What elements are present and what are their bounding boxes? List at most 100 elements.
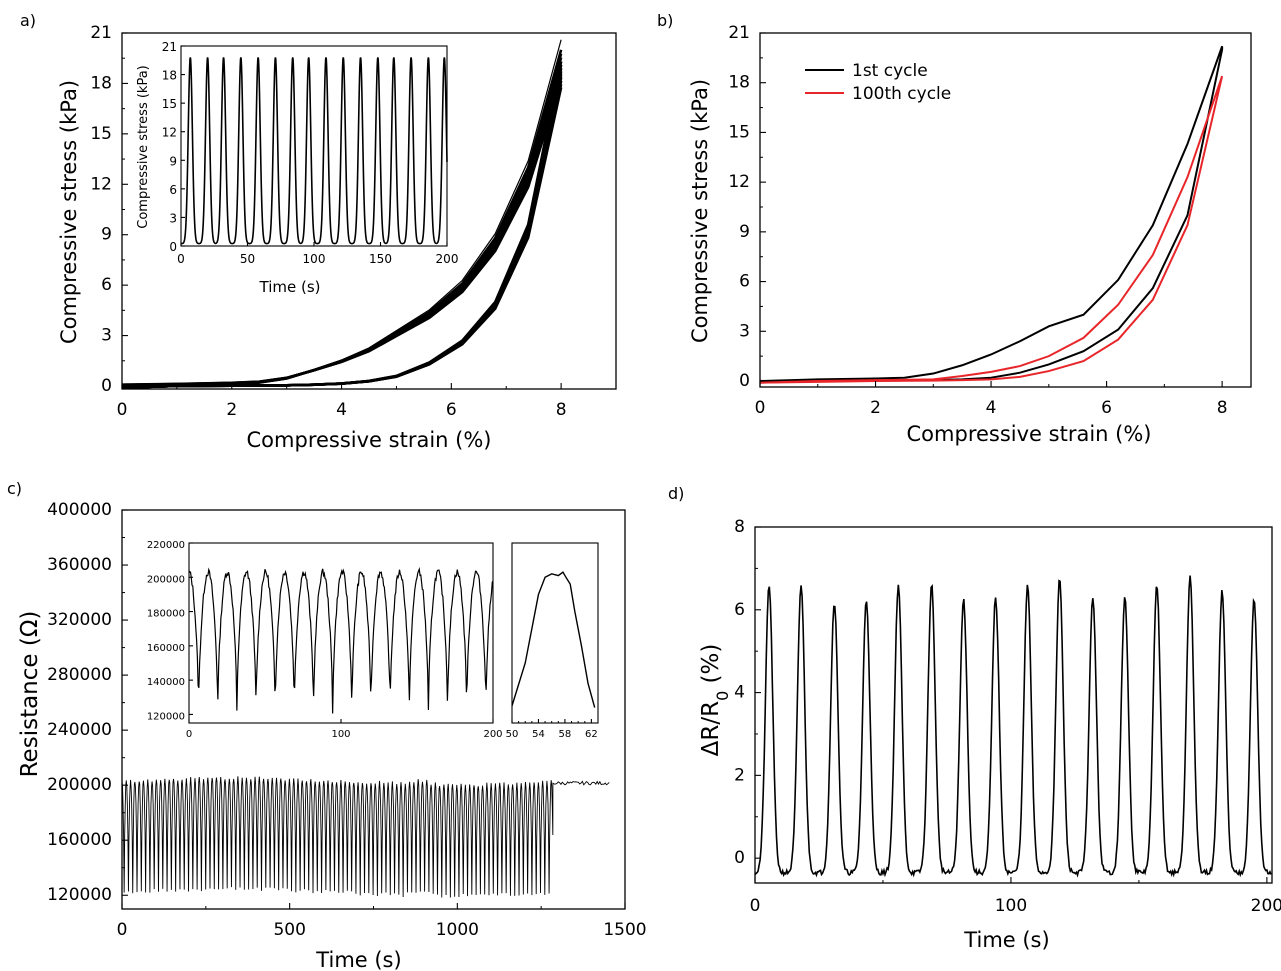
panel-a-y-ticks: 0 3 6 9 12 15 18 21 (90, 23, 128, 396)
panel-c-inset-2-x-tick-label: 54 (532, 729, 545, 740)
panel-c-inset-1-y-tick-label: 160000 (147, 643, 185, 654)
panel-b-frame (759, 32, 1252, 388)
panel-a-inset-x-ticks: 0 50 100 150 200 (177, 242, 458, 266)
panel-a-y-tick-label: 15 (90, 124, 112, 144)
panel-c-inset-2: 50 54 58 62 (506, 542, 599, 740)
panel-a-inset-y-tick-label: 21 (162, 40, 177, 54)
panel-c-y-tick-label: 200000 (47, 775, 112, 795)
panel-b-y-tick-label: 12 (728, 172, 750, 192)
panel-c-y-ticks: 120000 160000 200000 240000 280000 320000 3600… (47, 500, 128, 905)
panel-d-y-ticks: 0 2 4 6 8 (734, 517, 761, 868)
panel-d-x-tick-label: 200 (1251, 896, 1281, 916)
legend-label-100th-cycle: 100th cycle (852, 84, 951, 104)
panel-c-inset-1-x-tick-label: 100 (331, 729, 350, 740)
panel-b-y-tick-label: 15 (728, 122, 750, 142)
panel-a-marks (121, 39, 563, 389)
panel-b-x-tick-label: 0 (755, 398, 766, 418)
panel-c-inset-1-y-tick-label: 220000 (147, 540, 185, 551)
panel-a-y-tick-label: 12 (90, 174, 112, 194)
panel-c-y-tick-label: 280000 (47, 665, 112, 685)
panel-a-x-tick-label: 6 (446, 400, 457, 420)
panel-c-y-tick-label: 320000 (47, 610, 112, 630)
panel-d-marks (754, 575, 1272, 878)
panel-c-inset-1-marks (188, 566, 494, 714)
panel-a-inset-marks (180, 57, 448, 245)
panel-c-marks (121, 776, 610, 898)
panel-c-inset-1-x-ticks: 0 100 200 (186, 719, 503, 740)
panel-a-loading-curve (121, 80, 563, 386)
panel-c-x-tick-label: 0 (117, 920, 128, 940)
panel-d-x-ticks: 0 100 200 (750, 877, 1281, 916)
panel-a-inset-x-tick-label: 150 (369, 252, 392, 266)
panel-d-trace (754, 575, 1272, 878)
panel-c-y-tick-label: 160000 (47, 830, 112, 850)
panel-a-inset: 0 50 100 150 200 0 3 6 9 12 15 18 21 Time (s) Compr… (136, 40, 458, 296)
panel-b-x-ticks: 0 2 4 6 8 (755, 381, 1228, 418)
panel-c-inset-1: 0 100 200 120000 140000 160000 180000 200000 22… (147, 540, 503, 740)
panel-a-inset-y-tick-label: 9 (169, 154, 177, 168)
panel-a-y-tick-label: 0 (101, 376, 112, 396)
panel-b-series-100th-cycle (759, 75, 1224, 384)
panel-d-y-tick-label: 6 (734, 600, 745, 620)
panel-a-x-axis-label: Compressive strain (%) (247, 428, 492, 452)
panel-c-inset-1-trace (188, 566, 494, 714)
panel-b-x-tick-label: 2 (870, 398, 881, 418)
panel-a-inset-x-axis-label: Time (s) (259, 278, 321, 296)
panel-a-y-tick-label: 21 (90, 23, 112, 43)
panel-c-inset-1-y-ticks: 120000 140000 160000 180000 200000 220000 (147, 540, 193, 722)
panel-d-y-tick-label: 8 (734, 517, 745, 537)
panel-d-x-tick-label: 0 (750, 896, 761, 916)
panel-a-unloading-curve (121, 87, 563, 389)
panel-b-x-tick-label: 8 (1217, 398, 1228, 418)
panel-c-x-tick-label: 1500 (603, 920, 646, 940)
panel-a-y-tick-label: 6 (101, 275, 112, 295)
panel-a-inset-x-tick-label: 200 (436, 252, 459, 266)
panel-d-y-axis-label: ΔR/R0 (%) (698, 644, 732, 757)
panel-b-y-tick-label: 6 (739, 272, 750, 292)
panel-a-x-ticks: 0 2 4 6 8 (117, 383, 617, 420)
panel-b-y-tick-label: 21 (728, 23, 750, 43)
panel-b-y-tick-label: 9 (739, 222, 750, 242)
panel-b-marks (759, 45, 1224, 384)
panel-a-letter: a) (20, 11, 36, 30)
panel-c-inset-2-trace (511, 571, 596, 708)
panel-c-inset-2-x-tick-label: 58 (559, 729, 572, 740)
panel-a-x-tick-label: 0 (117, 400, 128, 420)
panel-a-y-tick-label: 9 (101, 225, 112, 245)
panel-c-inset-1-y-tick-label: 140000 (147, 677, 185, 688)
panel-a-inset-y-tick-label: 12 (162, 126, 177, 140)
panel-c-x-tick-label: 500 (273, 920, 305, 940)
panel-a-frame (121, 32, 617, 390)
panel-b-y-ticks: 0 3 6 9 12 15 18 21 (728, 23, 766, 391)
panel-b-x-axis-label: Compressive strain (%) (907, 422, 1152, 446)
panel-c-x-ticks: 0 500 1000 1500 (117, 903, 647, 940)
panel-b-x-tick-label: 6 (1101, 398, 1112, 418)
panel-d: d) 0 100 200 0 2 4 6 8 Time (s) ΔR/R0 (%) (668, 484, 1281, 952)
panel-a-inset-x-tick-label: 0 (177, 252, 185, 266)
panel-c-y-tick-label: 400000 (47, 500, 112, 520)
panel-a-inset-y-tick-label: 3 (169, 211, 177, 225)
panel-c-resistance-trace (121, 776, 610, 898)
panel-c-x-tick-label: 1000 (436, 920, 479, 940)
panel-c-inset-2-x-tick-label: 50 (506, 729, 519, 740)
panel-c: c) 0 500 1000 1500 120000160000200000240000… (7, 479, 647, 971)
panel-c-inset-2-x-tick-label: 62 (585, 729, 598, 740)
panel-a-inset-trace (180, 57, 448, 245)
panel-a-inset-y-tick-label: 0 (169, 240, 177, 254)
panel-b-x-tick-label: 4 (986, 398, 997, 418)
panel-a-x-tick-label: 8 (556, 400, 567, 420)
panel-b-letter: b) (657, 11, 673, 30)
panel-d-x-axis-label: Time (s) (963, 928, 1049, 952)
panel-b-y-axis-label: Compressive stress (kPa) (688, 79, 712, 343)
panel-a-inset-x-tick-label: 50 (240, 252, 255, 266)
panel-a-inset-y-tick-label: 15 (162, 97, 177, 111)
panel-d-letter: d) (668, 484, 684, 503)
panel-c-inset-1-x-tick-label: 200 (483, 729, 502, 740)
panel-b-series-1st-cycle (759, 45, 1224, 384)
panel-b-legend: 1st cycle 100th cycle (805, 61, 951, 104)
panel-c-inset-2-marks (511, 571, 596, 708)
panel-c-letter: c) (7, 479, 22, 498)
legend-label-1st-cycle: 1st cycle (852, 61, 928, 81)
panel-b-y-tick-label: 18 (728, 73, 750, 93)
